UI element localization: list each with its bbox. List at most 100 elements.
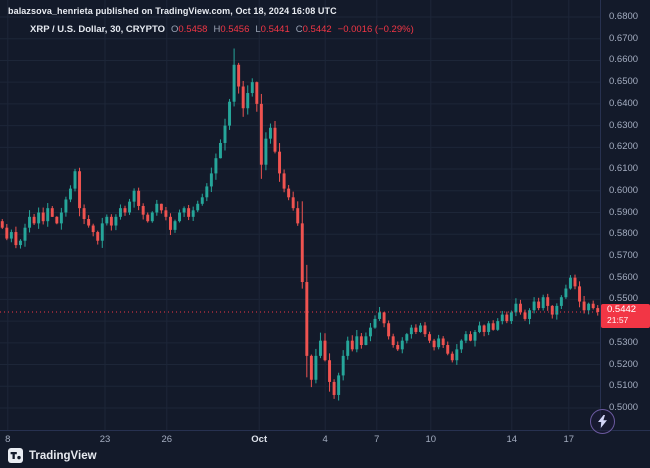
price-tick-label: 0.6300 (609, 119, 639, 131)
ohlc-key: C (295, 24, 303, 35)
candle-body (468, 334, 472, 341)
candle-body (578, 286, 582, 302)
candle-body (55, 216, 59, 224)
candle-body (214, 158, 218, 174)
candle-body (173, 221, 177, 230)
candle-body (218, 142, 222, 159)
candle-body (73, 171, 77, 189)
candle-body (50, 208, 54, 217)
candle-body (505, 314, 509, 322)
candle-body (596, 308, 600, 312)
candle-body (491, 323, 495, 330)
candle-body (278, 151, 282, 174)
price-tick-label: 0.5500 (609, 293, 639, 305)
candle-body (255, 82, 259, 104)
candle-body (496, 321, 500, 330)
candle-body (359, 336, 363, 346)
candle-body (409, 327, 413, 335)
candle-body (18, 240, 22, 246)
candle-body (414, 327, 418, 332)
candle-body (528, 310, 532, 319)
candle-body (264, 138, 268, 165)
price-tick-label: 0.5600 (609, 271, 639, 283)
candle-body (100, 223, 104, 241)
ohlc-key: H (213, 24, 221, 35)
candle-body (405, 334, 409, 341)
price-tick-label: 0.6700 (609, 32, 639, 44)
candle-body (268, 127, 272, 139)
price-tick-label: 0.6500 (609, 76, 639, 88)
candle-body (28, 216, 32, 228)
candle-body (559, 297, 563, 306)
candle-body (164, 210, 168, 217)
candle-body (282, 173, 286, 189)
time-tick-label: 8 (5, 434, 11, 445)
candle-body (564, 288, 568, 298)
time-tick-label: 26 (161, 434, 173, 445)
candle-body (41, 212, 45, 222)
candle-body (178, 212, 182, 222)
candle-body (509, 312, 513, 322)
chart-legend[interactable]: XRP / U.S. Dollar, 30, CRYPTO O0.5458 H0.5… (30, 24, 414, 35)
candle-body (546, 297, 550, 306)
candle-body (87, 219, 91, 226)
price-tick-label: 0.5300 (609, 336, 639, 348)
time-axis[interactable]: 8 23 26 Oct 4 7 10 14 17 (0, 430, 650, 468)
time-tick-label: 17 (563, 434, 575, 445)
candle-body (473, 331, 477, 341)
candle-body (46, 208, 50, 222)
candle-body (350, 340, 354, 350)
candle-body (582, 301, 586, 311)
price-tick-label: 0.6600 (609, 54, 639, 66)
candle-body (500, 314, 504, 322)
candle-body (14, 232, 18, 246)
candle-body (591, 303, 595, 309)
candle-body (341, 355, 345, 376)
candle-body (159, 203, 163, 211)
candle-body (132, 190, 136, 202)
time-tick-label: 7 (374, 434, 380, 445)
symbol-title[interactable]: XRP / U.S. Dollar, 30, CRYPTO (30, 24, 165, 35)
candle-body (391, 336, 395, 346)
ohlc-key: O (170, 24, 179, 35)
candle-body (387, 323, 391, 337)
price-tick-label: 0.6100 (609, 163, 639, 175)
flash-button[interactable] (590, 409, 615, 434)
tradingview-branding[interactable]: TradingView (8, 448, 97, 463)
candle-body (37, 212, 41, 224)
candle-body (200, 197, 204, 204)
candle-body (155, 203, 159, 213)
candle-body (455, 349, 459, 361)
candle-body (232, 64, 236, 102)
candle-body (482, 325, 486, 332)
candle-body (23, 227, 27, 241)
price-axis[interactable]: 0.6800 0.6700 0.6600 0.6500 0.6400 0.6300 0.62… (601, 0, 650, 430)
candle-body (541, 297, 545, 309)
candle-body (68, 188, 72, 200)
candle-body (82, 208, 86, 220)
candle-body (114, 216, 118, 226)
candle-body (400, 340, 404, 350)
candle-body (323, 340, 327, 361)
candle-body (332, 381, 336, 395)
ohlc-value: 0.5441 (260, 24, 290, 35)
candle-body (237, 64, 241, 87)
candle-body (228, 101, 232, 126)
time-tick-label: 4 (322, 434, 328, 445)
candle-body (105, 216, 109, 224)
candle-body (205, 186, 209, 198)
candle-body (191, 210, 195, 217)
candle-body (464, 334, 468, 341)
candle-body (5, 227, 9, 239)
candle-body (187, 208, 191, 217)
candle-body (418, 325, 422, 332)
price-tick-label: 0.5100 (609, 380, 639, 392)
price-tick-label: 0.6400 (609, 97, 639, 109)
price-tick-label: 0.6200 (609, 141, 639, 153)
candle-body (368, 327, 372, 337)
candle-body (428, 334, 432, 341)
ohlc-key: L (255, 24, 261, 35)
price-tick-label: 0.5900 (609, 206, 639, 218)
